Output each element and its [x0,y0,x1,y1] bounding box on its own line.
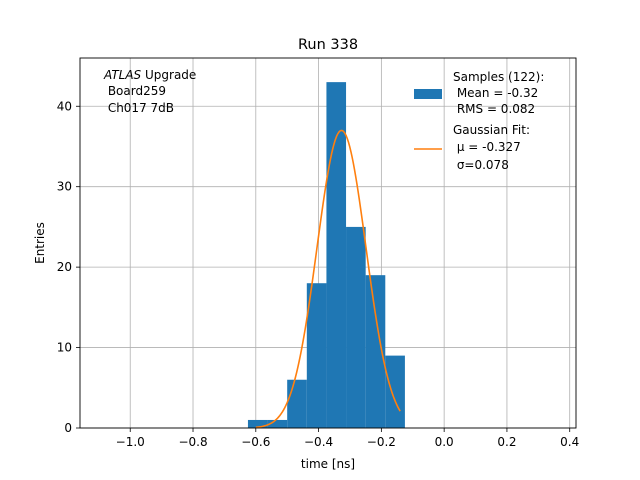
y-axis-ticks: 0 10 20 30 40 [57,99,80,435]
x-tick-label: −1.0 [116,435,145,449]
x-axis-label: time [ns] [301,457,355,471]
y-tick-label: 20 [57,260,72,274]
legend-fit-line-2: μ = -0.327 [453,140,521,154]
annotation-box: ATLAS Upgrade Board259 Ch017 7dB [103,68,196,115]
legend-hist-line-3: RMS = 0.082 [453,102,535,116]
gaussian-fit-curve [255,129,401,429]
y-tick-label: 10 [57,341,72,355]
histogram-bar [267,419,288,428]
legend-hist-line-2: Mean = -0.32 [453,86,538,100]
y-tick-label: 40 [57,99,72,113]
x-tick-label: −0.6 [241,435,270,449]
annotation-upgrade: Upgrade [141,68,196,82]
histogram-bar [247,419,268,428]
x-tick-label: 0.2 [497,435,516,449]
y-tick-label: 30 [57,180,72,194]
annotation-line-3: Ch017 7dB [104,101,174,115]
legend-fit-line-1: Gaussian Fit: [453,123,530,137]
x-tick-label: 0.0 [435,435,454,449]
histogram-bar [365,275,386,428]
y-axis-label: Entries [33,222,47,264]
chart-title: Run 338 [298,37,358,53]
annotation-line-1: ATLAS Upgrade [103,68,196,82]
plot-frame [79,57,577,429]
annotation-line-2: Board259 [104,84,166,98]
histogram-bar [306,283,327,428]
x-tick-label: −0.8 [178,435,207,449]
x-tick-label: −0.4 [304,435,333,449]
histogram-bar [346,226,366,428]
histogram-bar [326,82,347,428]
x-tick-label: 0.4 [560,435,579,449]
legend-fit-line-3: σ=0.078 [453,158,509,172]
x-axis-ticks: −1.0 −0.8 −0.6 −0.4 −0.2 0.0 0.2 0.4 [116,428,579,449]
histogram-bar [385,355,405,428]
y-tick-label: 0 [64,421,72,435]
x-tick-label: −0.2 [367,435,396,449]
annotation-atlas: ATLAS [103,68,142,82]
legend: Samples (122): Mean = -0.32 RMS = 0.082 … [414,70,544,172]
histogram-bar [287,379,307,428]
legend-histogram-swatch [414,89,442,99]
histogram-bars [247,82,405,428]
legend-hist-line-1: Samples (122): [453,70,544,84]
